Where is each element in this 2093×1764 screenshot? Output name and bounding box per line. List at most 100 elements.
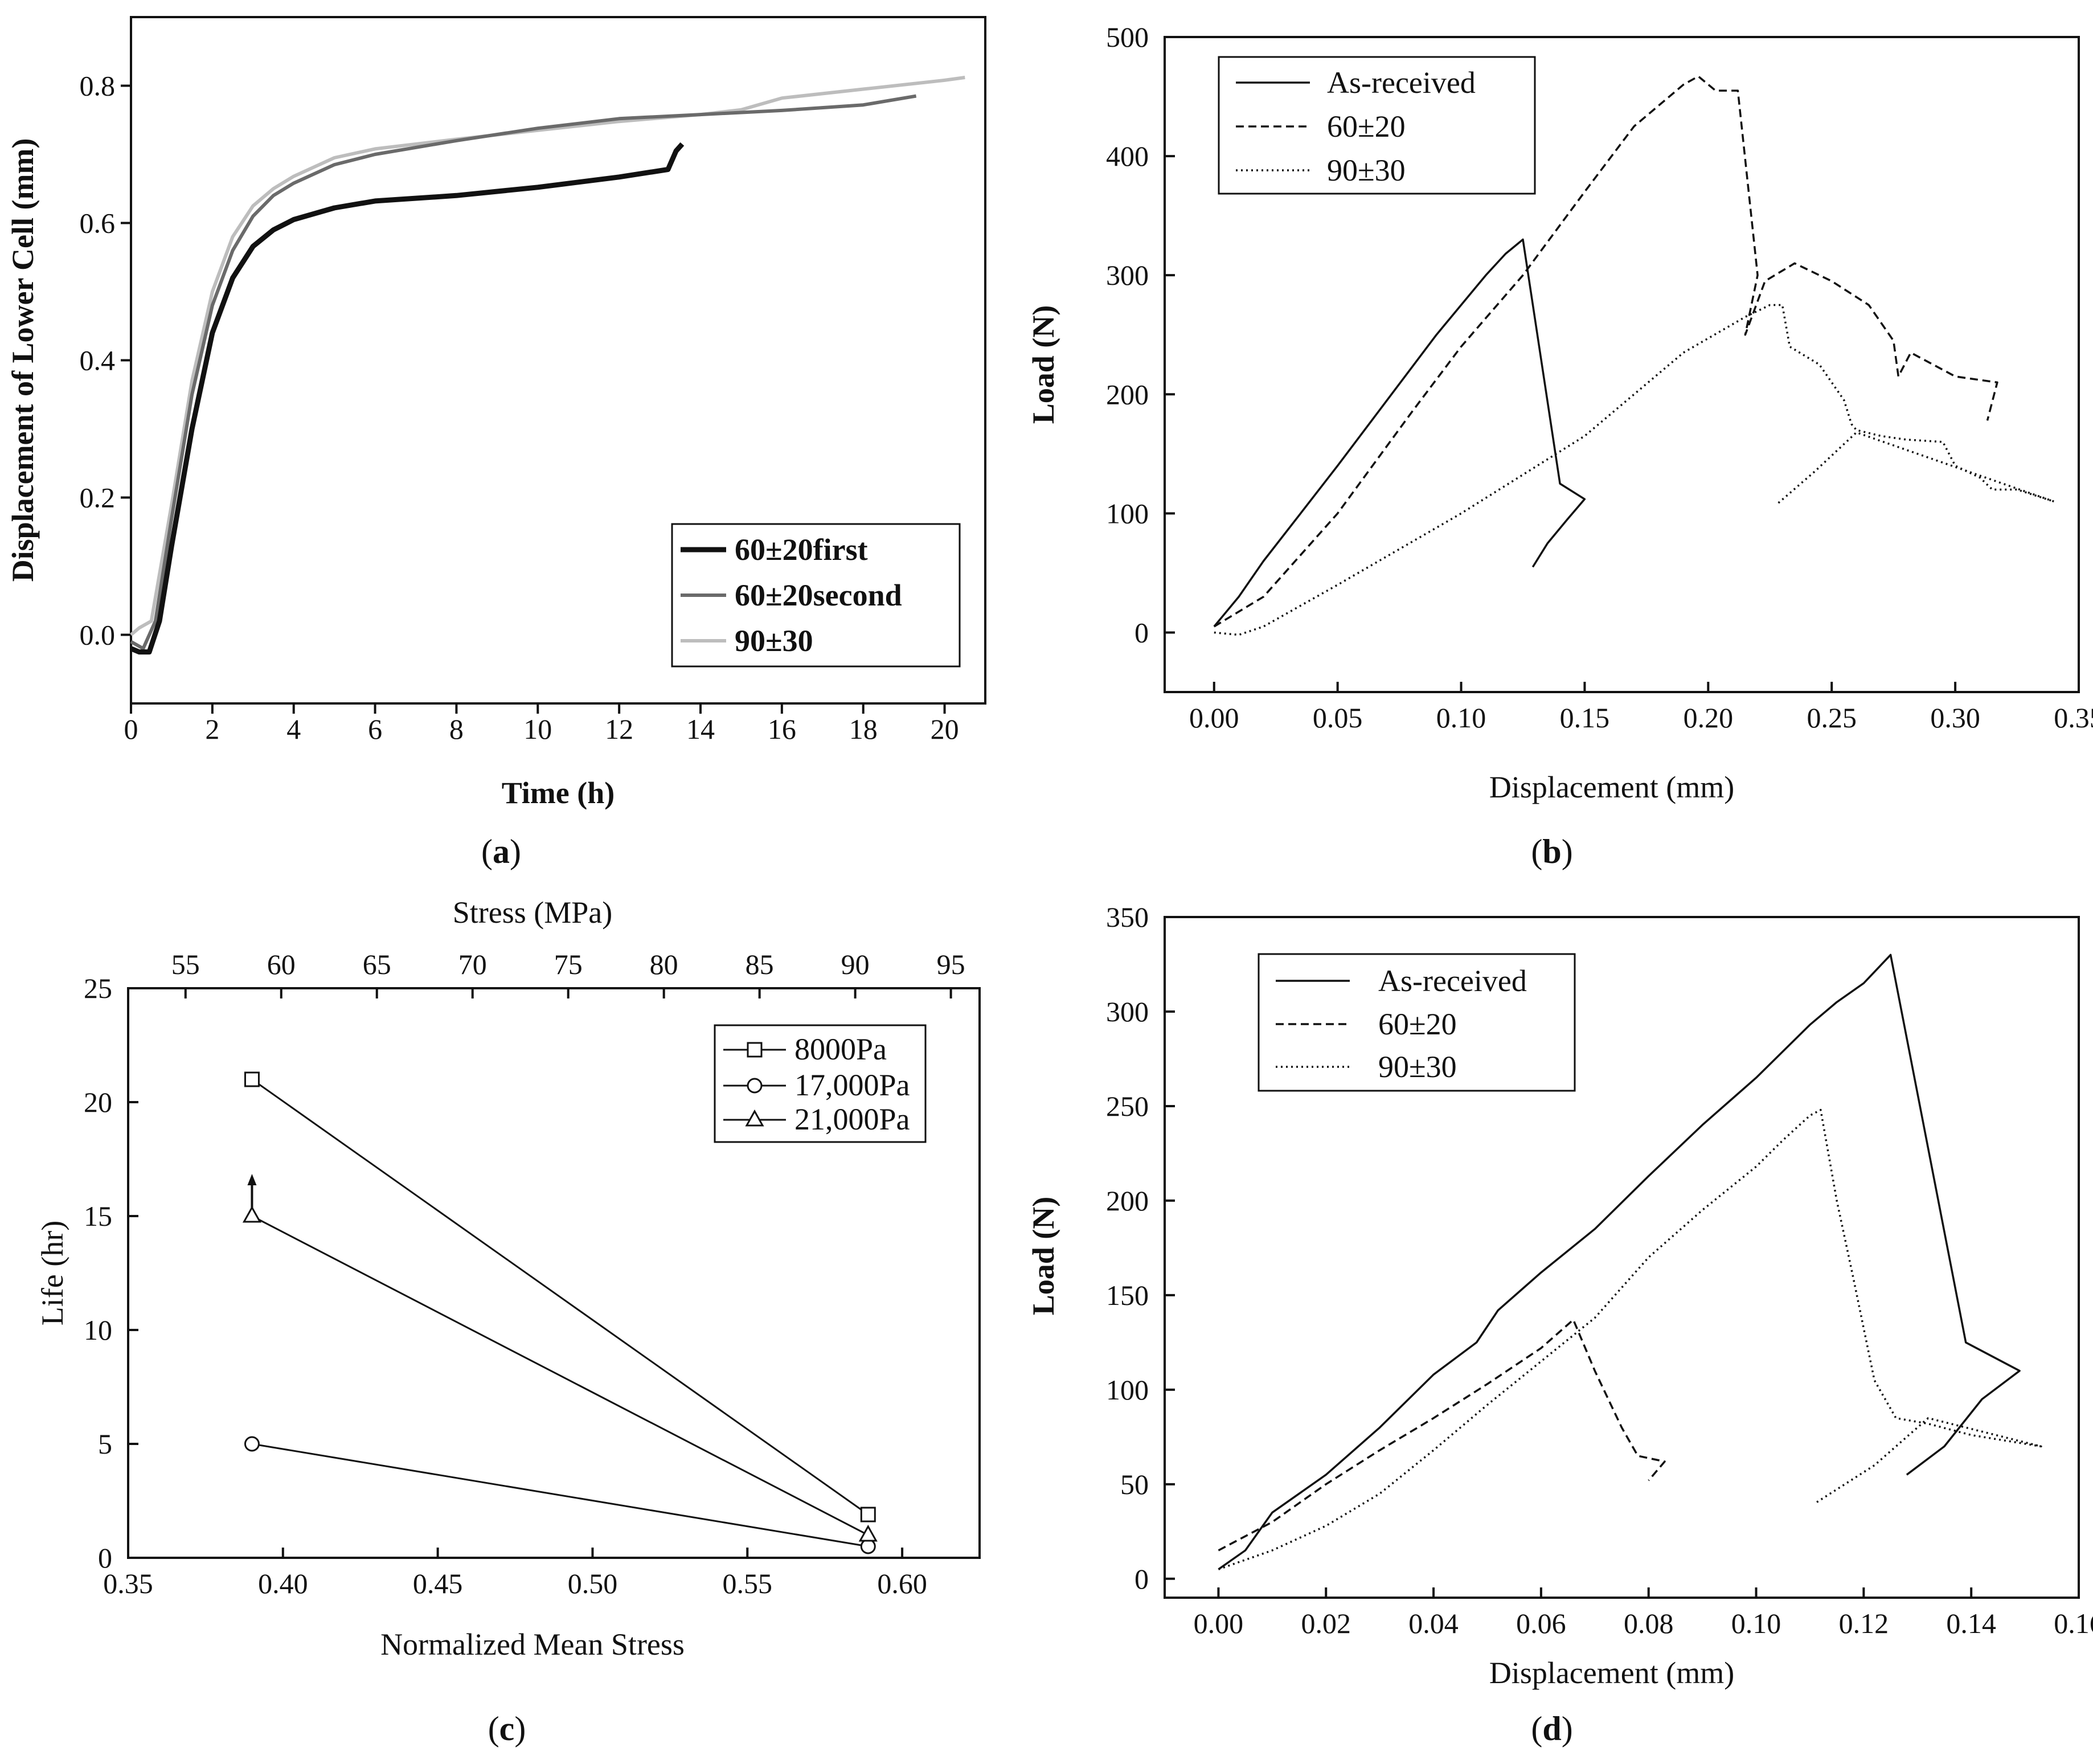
panel-a-y-tick-label: 0.0: [80, 619, 116, 651]
panel-c-legend-label-8000: 8000Pa: [794, 1032, 887, 1066]
panel-c-top-x-tick-label: 65: [363, 948, 391, 980]
panel-d-x-tick-label: 0.12: [1839, 1607, 1889, 1639]
panel-d-legend-label-90: 90±30: [1378, 1050, 1457, 1084]
panel-b-chart: 0.00 0.05 0.10 0.15 0.20 0.25 0.30 0.35 0 100 200…: [1026, 21, 2093, 870]
panel-d-y-tick-label: 350: [1106, 901, 1149, 933]
panel-b-x-tick-label: 0.25: [1807, 702, 1857, 734]
panel-a-tag-letter: a: [493, 833, 510, 870]
panel-a-x-tick-label: 6: [368, 713, 382, 745]
panel-b-series-as-received-line: [1213, 238, 1586, 628]
panel-c-17000pa-marker: [860, 1538, 876, 1554]
panel-b-legend-label-60: 60±20: [1327, 109, 1406, 144]
panel-c-x-tick-label: 0.60: [877, 1567, 927, 1599]
panel-a-legend-label-first: 60±20first: [735, 533, 868, 567]
panel-b-y-ticks: 0 100 200 300 400 500: [1106, 21, 1175, 648]
panel-a-x-ticks: 0 2 4 6 8 10 12 14 16 18 20: [124, 703, 959, 745]
panel-d-series-as-received-line: [1218, 953, 2021, 1570]
panel-c-series: [242, 1071, 878, 1554]
panel-c-legend: 8000Pa 17,000Pa 21,000Pa: [714, 1024, 927, 1143]
panel-a-x-tick-label: 0: [124, 713, 138, 745]
panel-c-series-8000pa-line: [251, 1078, 869, 1516]
panel-c-series-21000pa-line: [251, 1215, 869, 1536]
panel-d-y-tick-label: 50: [1120, 1468, 1149, 1500]
panel-a-x-tick-label: 4: [286, 713, 301, 745]
panel-d-legend-label-60: 60±20: [1378, 1007, 1457, 1041]
panel-c-y-ticks: 0 5 10 15 20 25: [84, 972, 138, 1574]
panel-d-y-tick-label: 250: [1106, 1090, 1149, 1122]
panel-d-x-tick-label: 0.10: [1731, 1607, 1781, 1639]
panel-b-x-tick-label: 0.10: [1436, 702, 1486, 734]
panel-c-top-x-tick-label: 90: [841, 948, 870, 980]
panel-a-chart: 0 2 4 6 8 10 12 14 16 18 20 0.0 0.2 0.4 0.6 0.8 Time (…: [6, 16, 986, 870]
panel-b-x-tick-label: 0.20: [1684, 702, 1734, 734]
panel-c-21000pa-marker: [858, 1524, 878, 1542]
panel-c-tag: (c): [488, 1710, 526, 1747]
panel-b-plot-frame: [1164, 36, 2080, 693]
panel-b-x-tick-label: 0.00: [1189, 702, 1239, 734]
panel-c-x-tick-label: 0.35: [103, 1567, 153, 1599]
panel-a-legend-label-second: 60±20second: [735, 578, 902, 612]
panel-d-y-tick-label: 0: [1134, 1563, 1149, 1595]
panel-b-series-90-line: [1214, 304, 2055, 636]
panel-c-top-x-ticks: 55 60 65 70 75 80 85 90 95: [171, 948, 965, 998]
panel-d-x-ticks: 0.00 0.02 0.04 0.06 0.08 0.10 0.12 0.14 0.16: [1194, 1587, 2093, 1639]
panel-c-x-ticks: 0.35 0.40 0.45 0.50 0.55 0.60: [103, 1548, 927, 1599]
panel-c-21000pa-marker: [242, 1205, 262, 1223]
panel-b-tag-letter: b: [1542, 833, 1561, 870]
panel-d-y-tick-label: 150: [1106, 1279, 1149, 1311]
panel-b-x-ticks: 0.00 0.05 0.10 0.15 0.20 0.25 0.30 0.35: [1189, 682, 2093, 734]
panel-d-y-tick-label: 200: [1106, 1185, 1149, 1217]
panel-a-series-60-second-line: [130, 94, 917, 650]
panel-c-y-tick-label: 5: [98, 1428, 112, 1460]
panel-b-legend: As-received 60±20 90±30: [1218, 56, 1536, 195]
panel-a-y-axis-label: Displacement of Lower Cell (mm): [6, 138, 40, 582]
panel-c-top-x-tick-label: 85: [746, 948, 774, 980]
panel-a-y-tick-label: 0.4: [80, 345, 116, 376]
panel-b-y-tick-label: 0: [1134, 616, 1149, 648]
panel-a-series-90-line: [130, 76, 965, 636]
panel-c-legend-label-17000: 17,000Pa: [794, 1068, 910, 1102]
panel-a-x-tick-label: 2: [205, 713, 219, 745]
panel-b-x-tick-label: 0.35: [2054, 702, 2093, 734]
panel-c-legend-label-21000: 21,000Pa: [794, 1102, 910, 1136]
panel-c-x-tick-label: 0.50: [568, 1567, 618, 1599]
panel-d-x-tick-label: 0.06: [1516, 1607, 1566, 1639]
panel-c-8000pa-marker: [860, 1507, 876, 1522]
panel-c-legend-square-marker: [747, 1042, 763, 1058]
panel-b-legend-label-as-received: As-received: [1327, 66, 1476, 100]
panel-a-x-tick-label: 8: [449, 713, 464, 745]
panel-c-top-x-tick-label: 55: [171, 948, 200, 980]
panel-c-y-tick-label: 25: [84, 972, 112, 1004]
panel-d-x-tick-label: 0.02: [1301, 1607, 1351, 1639]
panel-b-y-tick-label: 500: [1106, 21, 1149, 53]
panel-c-x-tick-label: 0.45: [413, 1567, 463, 1599]
panel-d-plot-frame: [1164, 916, 2080, 1599]
panel-a-y-tick-label: 0.2: [80, 482, 116, 514]
panel-a-x-tick-label: 12: [605, 713, 633, 745]
panel-d-legend-label-as-received: As-received: [1378, 964, 1527, 998]
panel-b-x-tick-label: 0.15: [1560, 702, 1610, 734]
panel-a-y-tick-label: 0.6: [80, 207, 116, 239]
panel-d-y-tick-label: 100: [1106, 1374, 1149, 1406]
panel-d-legend-box: [1258, 953, 1576, 1092]
panel-c-top-x-tick-label: 60: [267, 948, 296, 980]
panel-b-y-axis-label: Load (N): [1026, 305, 1060, 424]
panel-a-y-ticks: 0.0 0.2 0.4 0.6 0.8: [80, 70, 131, 651]
panel-c-y-tick-label: 20: [84, 1086, 112, 1118]
panel-b-x-axis-label: Displacement (mm): [1489, 770, 1734, 804]
panel-d-x-tick-label: 0.04: [1408, 1607, 1459, 1639]
panel-c-17000pa-marker: [244, 1436, 260, 1452]
panel-b-series-60-line: [1213, 75, 1998, 628]
panel-b-y-tick-label: 400: [1106, 140, 1149, 172]
panel-b-y-tick-label: 300: [1106, 259, 1149, 291]
panel-c-arrow-head: [247, 1174, 257, 1185]
panel-d-tag: (d): [1531, 1710, 1572, 1747]
panel-b-y-tick-label: 100: [1106, 497, 1149, 529]
panel-b-tag: (b): [1531, 833, 1572, 870]
panel-d-tag-letter: d: [1542, 1710, 1561, 1747]
panel-a-legend: 60±20first 60±20second 90±30: [671, 523, 961, 668]
panel-d-x-tick-label: 0.00: [1194, 1607, 1244, 1639]
panel-d-legend: As-received 60±20 90±30: [1258, 953, 1576, 1092]
panel-d-x-tick-label: 0.16: [2054, 1607, 2093, 1639]
panel-c-series-17000pa-line: [252, 1443, 869, 1548]
